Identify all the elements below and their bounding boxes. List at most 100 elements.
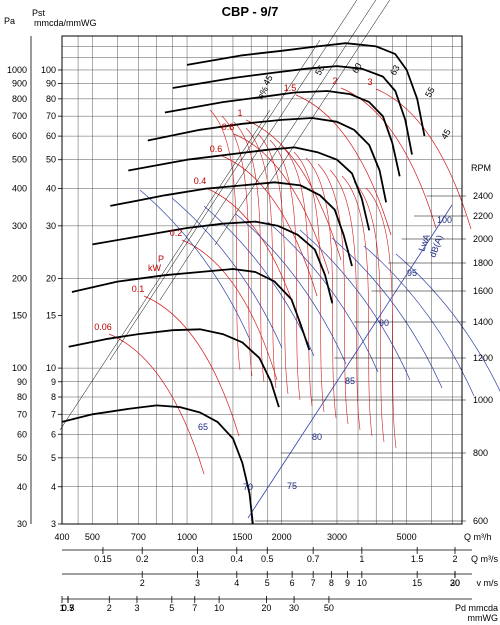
rpm-curve	[147, 117, 387, 203]
rpm-curve	[61, 404, 254, 525]
secondary-axis-tick-label: 20	[450, 578, 460, 588]
rpm-curve	[68, 328, 280, 408]
secondary-axis-tick-label: 0.15	[94, 554, 112, 564]
power-label: 0.1	[132, 284, 145, 294]
y-tick-label-pa: 70	[17, 409, 27, 419]
power-curves	[108, 87, 472, 475]
sound-label: 80	[312, 432, 322, 442]
y-axis-unit-mmwg: mmcda/mmWG	[34, 18, 97, 28]
efficiency-header: η%	[255, 85, 270, 101]
secondary-axis-tick-label: 30	[289, 603, 299, 613]
efficiency-label: 55	[423, 85, 437, 99]
y-tick-label-pa: 60	[17, 429, 27, 439]
x-axis-label: Q m³/h	[464, 532, 492, 542]
sound-label: 95	[407, 268, 417, 278]
secondary-axis-tick-label: 4	[234, 578, 239, 588]
secondary-axis-tick-label: 1.5	[411, 554, 424, 564]
sound-label: 85	[345, 376, 355, 386]
x-tick-label: 3000	[327, 532, 347, 542]
power-iso-line	[245, 127, 277, 389]
rpm-curve	[172, 65, 413, 155]
secondary-axis-tick-label: 7	[192, 603, 197, 613]
secondary-axis-tick-label: 1	[359, 554, 364, 564]
secondary-axis-tick-label: 0.2	[136, 554, 149, 564]
efficiency-label: 55	[313, 63, 327, 77]
y-tick-label-mmwg: 70	[46, 111, 56, 121]
power-iso-line	[329, 169, 361, 431]
x-tick-label: 1500	[232, 532, 252, 542]
y-tick-label-pa: 1000	[7, 65, 27, 75]
power-iso-line	[353, 181, 385, 443]
efficiency-ray	[59, 109, 271, 431]
rpm-curves	[61, 42, 426, 525]
power-iso-line	[143, 295, 240, 437]
x-tick-label: 1000	[177, 532, 197, 542]
secondary-axis-tick-label: 7	[311, 578, 316, 588]
rpm-label: 2200	[473, 211, 493, 221]
power-label: 0.6	[210, 144, 223, 154]
secondary-axis-tick-label: 8	[329, 578, 334, 588]
rpm-curve	[128, 146, 371, 231]
y-tick-label-pa: 30	[17, 519, 27, 529]
secondary-axis-tick-label: 0.3	[191, 554, 204, 564]
y-axis-unit-pa: Pa	[4, 16, 15, 26]
power-iso-line	[257, 133, 289, 395]
secondary-axis-tick-label: 10	[214, 603, 224, 613]
y-tick-label-pa: 80	[17, 392, 27, 402]
x-tick-label: 500	[85, 532, 100, 542]
sound-iso-line	[331, 237, 443, 389]
secondary-axis-tick-label: 2	[107, 603, 112, 613]
chart-title: CBP - 9/7	[222, 4, 279, 19]
sound-baseline	[247, 204, 453, 519]
efficiency-ray	[264, 0, 390, 191]
power-label: 3	[367, 77, 372, 87]
y-tick-label-mmwg: 5	[51, 453, 56, 463]
secondary-axis-tick-label: 15	[412, 578, 422, 588]
rpm-curve	[71, 268, 311, 351]
sound-iso-line	[395, 253, 500, 392]
power-iso-line	[209, 109, 241, 371]
y-tick-label-pa: 300	[12, 221, 27, 231]
efficiency-label: 60	[350, 61, 364, 75]
rpm-curve	[186, 42, 426, 137]
sound-iso-line	[299, 229, 411, 381]
rpm-curve	[92, 220, 334, 304]
rpm-label: 1000	[473, 395, 493, 405]
secondary-axis-tick-label: 2	[452, 554, 457, 564]
y-tick-label-mmwg: 20	[46, 273, 56, 283]
y-tick-label-pa: 50	[17, 453, 27, 463]
y-tick-label-mmwg: 40	[46, 184, 56, 194]
y-tick-label-pa: 700	[12, 111, 27, 121]
secondary-axis-tick-label: 5	[265, 578, 270, 588]
power-label: 0.4	[194, 176, 207, 186]
secondary-axis-tick-label: 0.7	[307, 554, 320, 564]
power-iso-line	[281, 145, 313, 407]
power-iso-line	[341, 175, 373, 437]
power-label: 0.2	[170, 228, 183, 238]
y-tick-label-mmwg: 4	[51, 482, 56, 492]
y-tick-label-mmwg: 9	[51, 377, 56, 387]
secondary-axis-tick-label: 30	[450, 578, 460, 588]
power-iso-line	[365, 187, 397, 449]
efficiency-label: 45	[261, 73, 275, 87]
sound-iso-line	[139, 189, 251, 341]
y-tick-label-pa: 40	[17, 482, 27, 492]
power-iso-line	[269, 139, 301, 401]
y-tick-label-mmwg: 7	[51, 409, 56, 419]
rpm-label: 1600	[473, 286, 493, 296]
y-tick-label-mmwg: 50	[46, 155, 56, 165]
secondary-axis-tick-label: 20	[261, 603, 271, 613]
secondary-axis-tick-label: 9	[345, 578, 350, 588]
y-tick-label-pa: 150	[12, 311, 27, 321]
y-tick-label-mmwg: 8	[51, 392, 56, 402]
x-tick-label: 400	[54, 532, 69, 542]
y-tick-label-pa: 400	[12, 184, 27, 194]
secondary-axis-tick-label: 0.7	[62, 603, 75, 613]
axes	[30, 0, 472, 603]
efficiency-label: 63	[388, 63, 402, 77]
secondary-axis-label: v m/s	[477, 578, 499, 588]
power-iso-line	[181, 239, 278, 381]
y-tick-label-mmwg: 6	[51, 429, 56, 439]
y-tick-label-mmwg: 100	[41, 65, 56, 75]
